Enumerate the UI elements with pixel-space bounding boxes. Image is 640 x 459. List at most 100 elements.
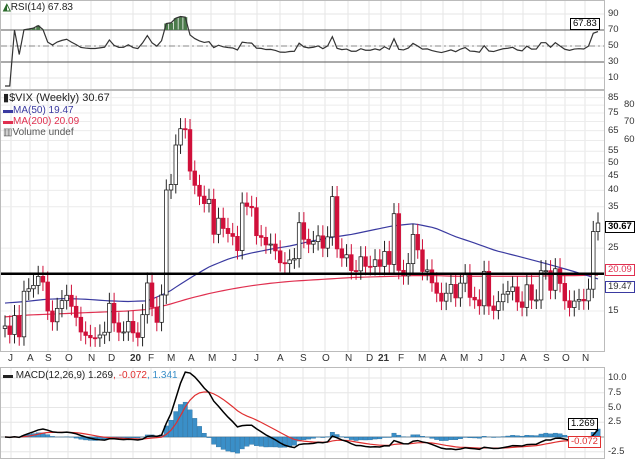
candle-body [538, 270, 544, 301]
candle-body [548, 270, 553, 291]
macd-histogram-bar [505, 435, 511, 438]
candle-body [183, 128, 188, 131]
price-tick: 45 [608, 169, 619, 181]
candle-body [273, 243, 278, 252]
macd-histogram-bar [206, 436, 212, 438]
candle-body [301, 222, 307, 240]
price-tick: 80 [624, 99, 635, 111]
candle-body [586, 288, 591, 302]
candle-body [116, 322, 122, 333]
ma200-line [4, 274, 599, 318]
candle-body [230, 233, 235, 237]
month-label: S [45, 353, 52, 364]
candle-body [277, 250, 283, 264]
candle-body [145, 282, 150, 316]
macd-histogram-bar [562, 434, 568, 438]
candle-body [325, 236, 330, 249]
month-label: J [500, 353, 505, 364]
candle-body [534, 299, 539, 302]
macd-histogram-bar [410, 434, 416, 438]
candle-body [168, 184, 174, 191]
macd-histogram-bar [211, 436, 217, 445]
macd-histogram-bar [396, 434, 402, 438]
price-tick: 65 [608, 124, 619, 136]
candle-body [235, 236, 240, 251]
candle-body [7, 325, 12, 335]
macd-histogram-bar [254, 436, 259, 446]
month-label: D [108, 353, 116, 364]
macd-histogram-bar [130, 436, 136, 439]
candle-body [21, 290, 27, 338]
macd-histogram-bar [50, 436, 55, 438]
candle-body [576, 299, 582, 302]
month-label: J [232, 353, 237, 364]
rsi-panel-frame [0, 0, 605, 90]
macd-histogram-bar [467, 436, 473, 438]
macd-histogram-bar [543, 432, 549, 438]
macd-histogram-bar [282, 436, 288, 448]
candle-body [64, 294, 69, 302]
month-label: O [322, 353, 330, 364]
macd-histogram-bar [538, 433, 544, 438]
macd-histogram-bar [377, 436, 383, 440]
candle-body [164, 189, 169, 296]
legend-ma50: ▬MA(50) 19.47 [3, 105, 74, 116]
price-tick: 40 [608, 184, 619, 196]
macd-histogram-bar [187, 409, 193, 438]
rsi-tick: 30 [608, 56, 619, 67]
macd-histogram-bar [557, 433, 563, 438]
macd-line [4, 371, 599, 451]
candle-body [154, 306, 160, 323]
candle-body [197, 184, 202, 197]
candle-body [315, 235, 321, 242]
candle-body [225, 228, 231, 234]
candle-body [420, 249, 425, 272]
candle-body [287, 259, 292, 265]
candle-body [244, 202, 250, 207]
macd-histogram-bar [258, 436, 264, 447]
month-label: J [478, 353, 483, 364]
rsi-title: ◭RSI(14) 67.83 [3, 2, 73, 13]
candle-body [453, 284, 458, 299]
macd-title: ▬ MACD(12,26,9) 1.269, -0.072, 1.341 [3, 370, 178, 381]
candle-body [282, 262, 288, 265]
macd-histogram-bar [443, 436, 449, 441]
candle-body [458, 282, 463, 299]
month-label: N [345, 353, 353, 364]
macd-histogram-bar [291, 436, 297, 446]
ma50-value-box: 19.47 [605, 281, 635, 293]
macd-value-box: 1.269 [568, 418, 598, 430]
macd-histogram-bar [415, 434, 421, 438]
candle-body [258, 235, 264, 238]
candle-body [334, 196, 340, 250]
price-tick: 85 [608, 91, 619, 103]
macd-histogram-bar [320, 436, 326, 438]
macd-histogram-bar [197, 426, 202, 438]
macd-histogram-bar [244, 436, 250, 447]
month-label: A [27, 353, 34, 364]
candle-body [92, 337, 98, 340]
month-label: N [88, 353, 96, 364]
candle-body [192, 170, 197, 186]
candle-body [216, 217, 221, 235]
macd-histogram-bar [163, 425, 169, 438]
macd-histogram-bar [348, 436, 354, 440]
candle-body [26, 288, 31, 292]
candle-body [149, 282, 155, 308]
candle-body [377, 259, 382, 267]
macd-histogram-bar [382, 436, 387, 438]
candle-body [591, 231, 596, 290]
macd-histogram-bar [481, 436, 487, 438]
candle-body [263, 236, 269, 246]
candle-body [439, 292, 444, 302]
macd-histogram-bar [353, 436, 359, 441]
month-label: A [277, 353, 284, 364]
macd-histogram-bar [434, 436, 440, 440]
macd-histogram-bar [477, 436, 482, 439]
macd-histogram-bar [548, 433, 553, 438]
macd-histogram-bar [296, 436, 302, 442]
candle-body [306, 238, 311, 245]
candle-body [173, 144, 178, 185]
candle-body [349, 254, 354, 271]
candle-body [486, 270, 492, 307]
